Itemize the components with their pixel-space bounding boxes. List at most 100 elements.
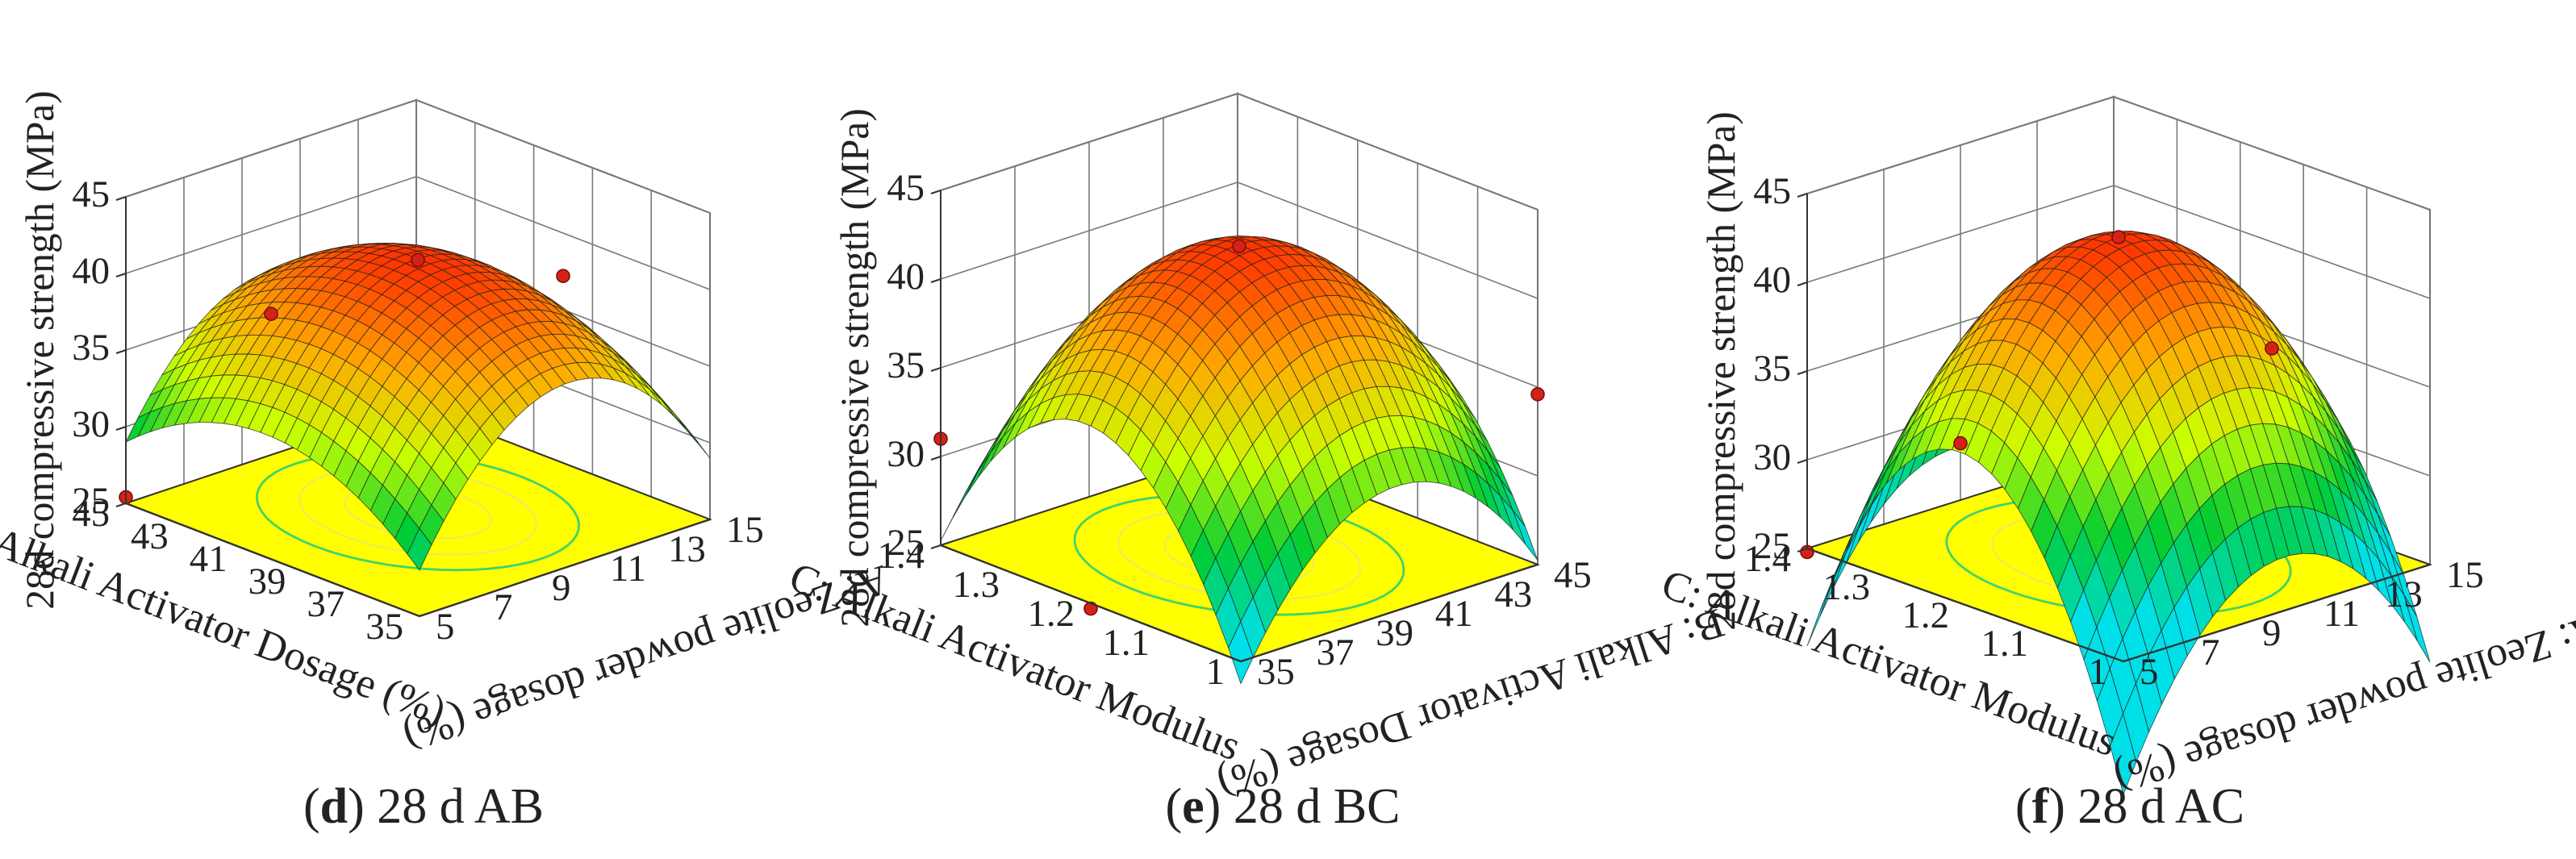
contour-line — [299, 467, 537, 556]
z-tick-mark — [115, 349, 127, 354]
y-tick-label: 45 — [72, 493, 110, 535]
design-points — [119, 252, 570, 505]
x-tick-label: 5 — [2140, 651, 2158, 693]
x-tick-label: 5 — [436, 606, 454, 648]
z-tick-label: 25 — [1753, 525, 1791, 567]
z-tick-mark — [115, 426, 127, 431]
z-tick-label: 35 — [887, 344, 925, 386]
surface-facet — [407, 527, 432, 571]
z-tick-mark — [930, 456, 941, 461]
floor-front-edges — [940, 544, 1539, 663]
caption-f-letter: f — [2032, 779, 2050, 834]
design-point — [556, 269, 570, 284]
surface-facet — [2110, 712, 2137, 796]
z-tick-mark — [1797, 459, 1808, 464]
design-point — [2265, 341, 2279, 356]
z-tick-label: 30 — [887, 433, 925, 475]
caption-d-letter: d — [320, 779, 348, 834]
x-tick-label: 9 — [552, 567, 570, 609]
x-tick-label: 11 — [2323, 593, 2360, 635]
z-tick-label: 45 — [887, 167, 925, 209]
x-tick-label: 13 — [668, 528, 706, 570]
z-tick-label: 45 — [72, 173, 110, 215]
surface-facet — [1228, 620, 1254, 685]
x-tick-label: 35 — [1257, 651, 1295, 693]
y-tick-label: 1.3 — [953, 564, 1000, 606]
caption-d: (d) 28 d AB — [303, 779, 544, 834]
response-surface — [125, 242, 711, 571]
design-point — [264, 306, 278, 322]
y-tick-label: 1 — [1206, 651, 1225, 693]
z-tick-mark — [930, 190, 941, 194]
y-tick-label: 1.1 — [1981, 623, 2029, 665]
x-tick-label: 41 — [1435, 593, 1473, 635]
x-tick-label: 45 — [1554, 554, 1592, 596]
z-tick-mark — [1797, 281, 1808, 286]
x-tick-label: 15 — [2446, 554, 2484, 596]
caption-d-text: 28 d AB — [365, 779, 544, 834]
y-tick-label: 41 — [190, 538, 228, 580]
response-surface — [1806, 231, 2431, 796]
x-tick-label: 7 — [2201, 632, 2219, 673]
z-tick-mark — [115, 273, 127, 277]
x-tick-label: 13 — [2385, 573, 2423, 615]
design-point — [1232, 239, 1246, 254]
caption-e: (e) 28 d BC — [1165, 779, 1400, 834]
contour-line — [255, 451, 581, 572]
x-tick-label: 43 — [1494, 573, 1532, 615]
design-points — [1800, 230, 2279, 560]
z-tick-label: 30 — [72, 403, 110, 445]
z-tick-mark — [930, 278, 941, 283]
z-tick-mark — [930, 367, 941, 372]
z-tick-label: 35 — [1753, 348, 1791, 390]
z-tick-label: 25 — [887, 522, 925, 564]
floor-front-edges — [1806, 547, 2431, 663]
y-tick-label: 43 — [131, 515, 169, 557]
floor-front-edges — [125, 502, 711, 618]
z-tick-label: 35 — [72, 327, 110, 369]
caption-f: (f) 28 d AC — [2015, 779, 2244, 834]
y-tick-label: 35 — [365, 606, 403, 648]
response-surface — [940, 235, 1539, 685]
z-tick-label: 25 — [72, 480, 110, 522]
y-tick-label: 1.4 — [1744, 538, 1792, 580]
z-tick-label: 40 — [887, 256, 925, 298]
design-point — [1953, 436, 1968, 451]
caption-e-letter: e — [1182, 779, 1204, 834]
z-tick-label: 40 — [1753, 259, 1791, 301]
z-tick-mark — [115, 196, 127, 201]
x-tick-label: 37 — [1317, 632, 1355, 673]
caption-e-text: 28 d BC — [1221, 779, 1400, 834]
contour-line — [1073, 494, 1405, 616]
y-tick-label: 1.2 — [1902, 594, 1950, 636]
z-axis-label: 28d compressive strength (MPa) — [18, 90, 62, 609]
z-axis-label: 28d compressive strength (MPa) — [1699, 111, 1743, 630]
y-tick-label: 1.3 — [1823, 566, 1871, 608]
x-tick-label: 11 — [610, 548, 646, 590]
z-axis-label: 28d compressive strength (MPa) — [833, 108, 877, 627]
z-tick-mark — [115, 502, 127, 507]
z-tick-label: 45 — [1753, 170, 1791, 212]
y-tick-label: 1.1 — [1103, 622, 1150, 664]
x-tick-label: 15 — [726, 509, 764, 551]
y-tick-label: 1 — [2089, 651, 2107, 693]
z-tick-mark — [1797, 548, 1808, 553]
x-tick-label: 7 — [494, 586, 512, 628]
x-tick-label: 39 — [1376, 612, 1413, 654]
y-tick-label: 37 — [307, 583, 344, 625]
z-tick-label: 30 — [1753, 436, 1791, 478]
y-tick-label: 39 — [248, 561, 286, 603]
z-tick-mark — [930, 544, 941, 549]
x-tick-label: 9 — [2262, 612, 2281, 654]
caption-f-text: 28 d AC — [2065, 779, 2244, 834]
z-tick-mark — [1797, 370, 1808, 375]
design-point — [2111, 230, 2126, 244]
z-tick-label: 40 — [72, 250, 110, 292]
z-tick-mark — [1797, 193, 1808, 198]
y-tick-label: 1.2 — [1028, 593, 1075, 635]
design-point — [411, 252, 425, 268]
